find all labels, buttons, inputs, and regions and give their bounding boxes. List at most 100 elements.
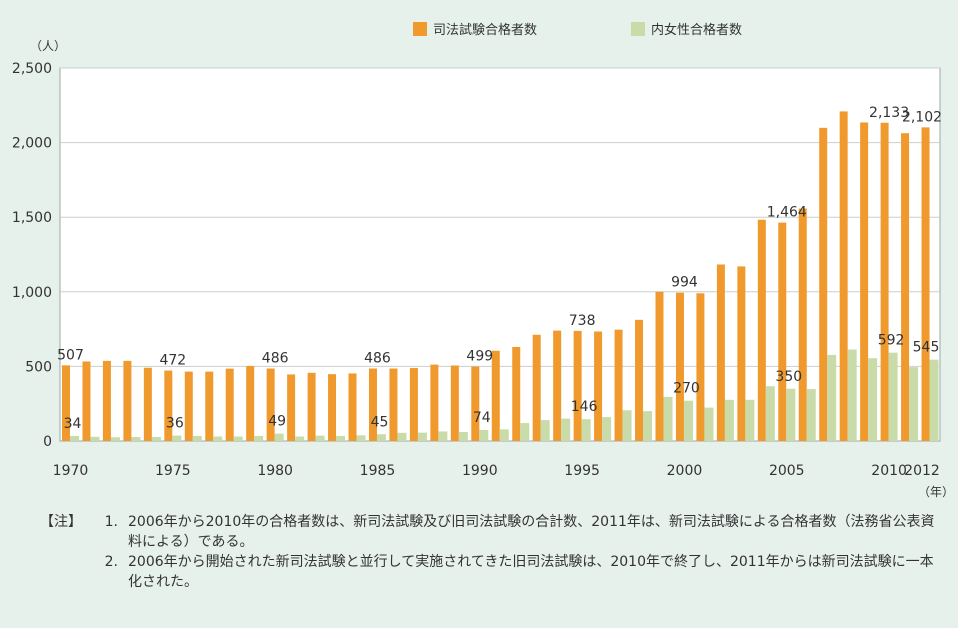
bar-total-1997 — [614, 329, 623, 441]
label-total-2005: 1,464 — [767, 205, 807, 221]
bar-total-2000 — [675, 292, 684, 441]
x-tick-label-1995: 1995 — [564, 463, 600, 479]
bar-total-1972 — [102, 360, 111, 441]
bar-total-2012 — [921, 127, 930, 442]
label-total-1995: 738 — [569, 313, 596, 329]
bar-chart: 0 500 1,000 1,500 2,000 2,500 （人） （年） 司法試験合格者数 内女… — [12, 22, 954, 499]
x-tick-label-2010: 2010 — [871, 463, 907, 479]
bar-women-2006 — [806, 389, 816, 441]
bar-total-1995 — [573, 330, 582, 441]
bar-women-2011 — [909, 367, 919, 441]
y-tick-label: 1,500 — [12, 210, 52, 226]
bar-women-1993 — [540, 420, 550, 441]
bar-total-1989 — [450, 365, 459, 441]
bar-women-1976 — [192, 435, 202, 441]
label-women-1970: 34 — [64, 416, 82, 432]
label-total-1990: 499 — [466, 349, 493, 365]
bar-women-2002 — [724, 399, 734, 441]
bar-total-2010 — [880, 122, 889, 441]
label-women-2010: 592 — [878, 333, 905, 349]
bar-total-1979 — [246, 365, 255, 441]
x-tick-label-1985: 1985 — [360, 463, 396, 479]
bar-total-2006 — [798, 208, 807, 441]
x-unit-label: （年） — [918, 485, 954, 499]
label-women-1995: 146 — [571, 399, 598, 415]
bar-total-1971 — [82, 361, 91, 441]
bar-total-1986 — [389, 368, 398, 441]
bar-women-1983 — [336, 435, 346, 441]
bar-women-1982 — [315, 435, 325, 441]
label-women-1975: 36 — [166, 416, 184, 432]
bar-total-1993 — [532, 334, 541, 441]
bar-total-2007 — [819, 127, 828, 442]
bar-total-1991 — [491, 350, 500, 441]
note-2-text: 2006年から開始された新司法試験と並行して実施されてきた旧司法試験は、2010… — [128, 554, 934, 590]
bar-total-2002 — [716, 264, 725, 441]
x-tick-label-1980: 1980 — [257, 463, 293, 479]
bar-women-1996 — [602, 417, 612, 441]
bar-total-1992 — [512, 347, 521, 441]
legend-swatch-1 — [413, 22, 427, 36]
bar-women-2000 — [683, 400, 693, 441]
bar-total-1998 — [635, 319, 644, 441]
y-tick-label: 2,500 — [12, 61, 52, 77]
x-tick-label-1990: 1990 — [462, 463, 498, 479]
note-1-text: 2006年から2010年の合格者数は、新司法試験及び旧司法試験の合計数、2011… — [128, 514, 935, 550]
x-tick-label-2005: 2005 — [769, 463, 805, 479]
bar-total-2005 — [778, 222, 787, 441]
x-tick-label-2012: 2012 — [904, 463, 940, 479]
bar-total-1988 — [430, 364, 439, 441]
label-total-1980: 486 — [262, 350, 289, 366]
label-women-1990: 74 — [473, 410, 491, 426]
bar-women-1972 — [110, 437, 120, 441]
bar-total-2009 — [860, 122, 869, 441]
legend-label-1: 司法試験合格者数 — [433, 22, 537, 38]
legend-swatch-2 — [631, 22, 645, 36]
label-women-2000: 270 — [673, 381, 700, 397]
note-2-number: 2. — [104, 554, 118, 570]
note-1: 【注】 1. 2006年から2010年の合格者数は、新司法試験及び旧司法試験の合… — [40, 512, 945, 552]
x-tick-label-2000: 2000 — [667, 463, 703, 479]
bar-women-1989 — [458, 432, 468, 441]
bar-women-2001 — [704, 407, 714, 441]
bar-total-1974 — [143, 367, 152, 441]
label-women-2005: 350 — [775, 369, 802, 385]
bar-women-1988 — [438, 431, 448, 441]
bar-women-1984 — [356, 435, 366, 441]
label-total-1975: 472 — [159, 353, 186, 369]
bar-women-1979 — [254, 435, 264, 441]
bar-women-1992 — [520, 423, 530, 441]
bar-total-1976 — [184, 371, 193, 441]
bar-women-2012 — [929, 359, 939, 441]
bar-total-1996 — [594, 331, 603, 441]
note-1-number: 1. — [104, 514, 118, 530]
bar-women-2004 — [765, 386, 775, 441]
bar-women-1978 — [233, 436, 243, 441]
label-women-1980: 49 — [268, 414, 286, 430]
bar-total-2003 — [737, 266, 746, 441]
bar-total-2008 — [839, 111, 848, 441]
bar-women-1973 — [131, 436, 141, 441]
bar-total-1970 — [62, 365, 70, 441]
x-tick-label-1975: 1975 — [155, 463, 191, 479]
y-tick-label: 0 — [43, 434, 52, 450]
label-total-1970: 507 — [57, 347, 84, 363]
legend-label-2: 内女性合格者数 — [651, 22, 742, 38]
bar-women-2005 — [786, 388, 796, 441]
bar-total-1985 — [368, 368, 377, 441]
bar-total-1975 — [164, 370, 173, 441]
label-total-2010: 2,133 — [869, 105, 909, 121]
bar-total-1984 — [348, 373, 357, 441]
bar-women-1987 — [417, 432, 427, 441]
bar-women-1977 — [213, 436, 223, 441]
bar-women-1970 — [70, 435, 79, 441]
bar-women-2010 — [888, 352, 898, 441]
bar-total-1983 — [328, 374, 337, 441]
bar-total-2004 — [757, 219, 766, 441]
y-tick-label: 500 — [25, 359, 52, 375]
bar-women-1995 — [581, 419, 591, 441]
bar-women-1986 — [397, 432, 407, 441]
bar-women-2008 — [847, 349, 857, 441]
bar-total-1994 — [553, 330, 562, 441]
y-tick-label: 2,000 — [12, 136, 52, 152]
